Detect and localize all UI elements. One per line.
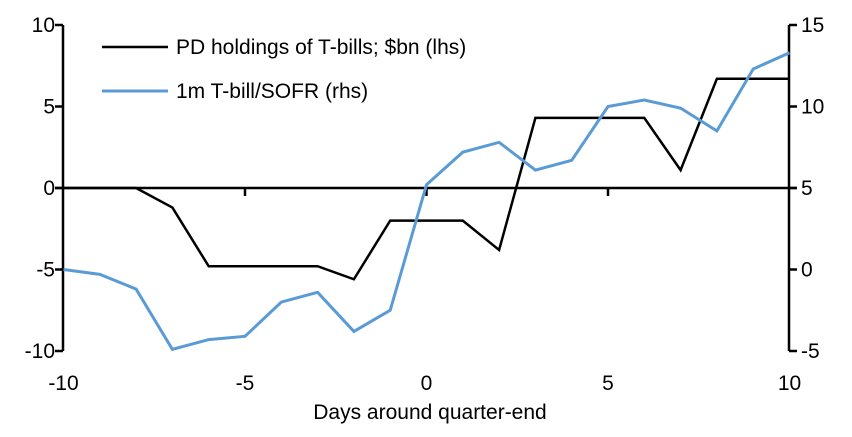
- series-layer: [63, 51, 791, 352]
- right-axis-tick-label: 15: [801, 14, 824, 37]
- x-axis-tick-label: 0: [421, 372, 433, 395]
- legend: PD holdings of T-bills; $bn (lhs) 1m T-b…: [102, 36, 466, 103]
- x-axis-tick-label: -5: [236, 372, 255, 395]
- left-axis-tick-label: -10: [25, 340, 55, 363]
- ticks-layer: 10 5 0 -5 -10 15 10 5 0 -5 -10 -5 0 5 10: [25, 14, 825, 395]
- series-line-1m-t-bill-sofr-rhs: [63, 51, 791, 352]
- x-axis-tick-label: 5: [602, 372, 614, 395]
- legend-label-pd-holdings: PD holdings of T-bills; $bn (lhs): [176, 36, 466, 59]
- right-axis-tick-label: 0: [801, 259, 813, 282]
- x-axis-tick-label: 10: [778, 372, 801, 395]
- left-axis-tick-label: 0: [43, 177, 55, 200]
- left-axis-tick-label: -5: [36, 259, 55, 282]
- right-axis-tick-label: 10: [801, 96, 824, 119]
- x-axis-tick-label: -10: [48, 372, 78, 395]
- left-axis-tick-label: 5: [43, 96, 55, 119]
- x-axis-title: Days around quarter-end: [313, 401, 546, 424]
- right-axis-tick-label: -5: [801, 340, 820, 363]
- series-line-pd-holdings-of-t-bills-bn-lhs: [63, 77, 790, 281]
- left-axis-tick-label: 10: [32, 14, 55, 37]
- right-axis-tick-label: 5: [801, 177, 813, 200]
- legend-label-tbill-sofr: 1m T-bill/SOFR (rhs): [176, 80, 368, 103]
